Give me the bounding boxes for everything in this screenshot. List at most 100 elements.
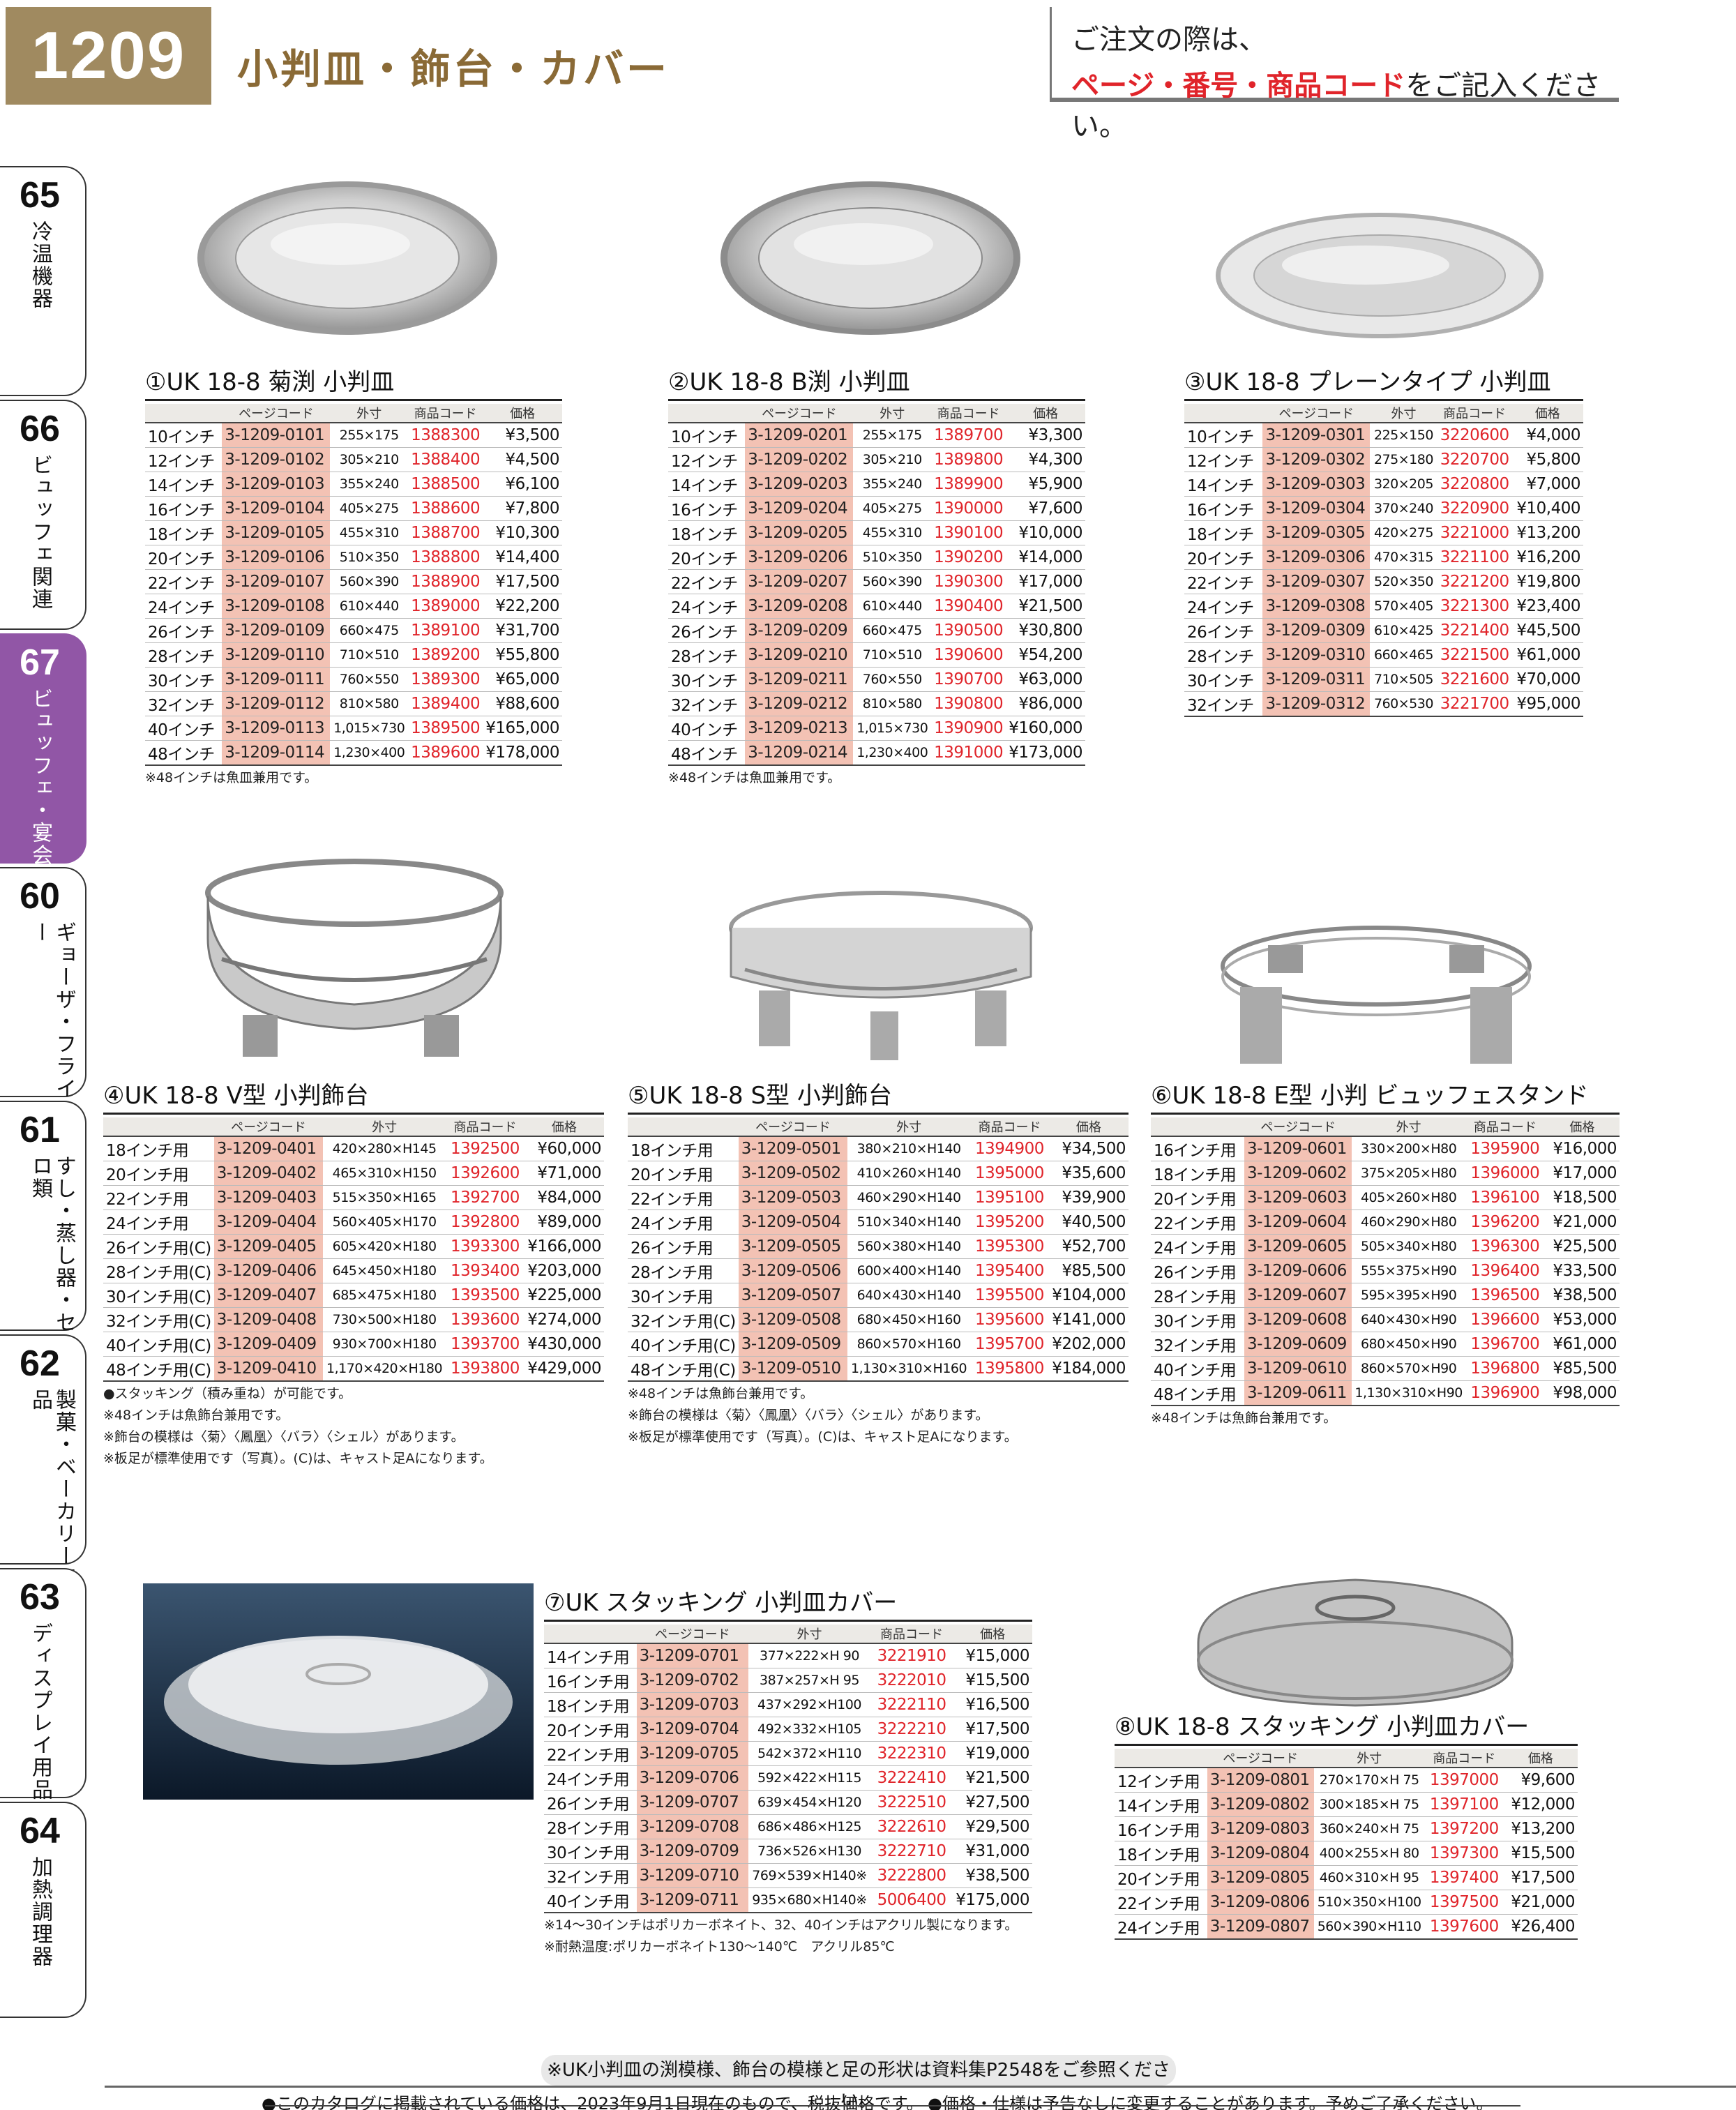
stand-image-5 [729, 891, 1033, 1060]
size-cell: 16インチ [145, 496, 222, 521]
page-code-cell: 3-1209-0701 [636, 1643, 749, 1668]
size-cell: 12インチ [668, 447, 746, 472]
sidebar-tab[interactable]: 63 ディスプレイ用品 [0, 1568, 86, 1801]
dims-cell: 320×205 [1370, 472, 1437, 497]
product-code-cell: 1392800 [446, 1210, 524, 1235]
price-cell: ¥203,000 [524, 1258, 604, 1283]
page-code-cell: 3-1209-0105 [222, 520, 331, 545]
table-row: 26インチ 3-1209-0309 610×425 3221400 ¥45,500 [1184, 618, 1583, 643]
size-cell: 28インチ用 [628, 1258, 739, 1283]
product-code-cell: 1393800 [446, 1356, 524, 1382]
price-table: ページコード 外寸 商品コード 価格 12インチ用 3-1209-0801 270×170×… [1115, 1749, 1578, 1940]
order-note-emphasis: ページ・番号・商品コード [1071, 70, 1406, 102]
product-code-cell: 1389400 [408, 691, 483, 716]
size-cell: 40インチ用(C) [628, 1332, 739, 1357]
product-code-cell: 5006400 [870, 1887, 953, 1913]
page-code-cell: 3-1209-0207 [745, 569, 854, 594]
price-cell: ¥98,000 [1544, 1380, 1620, 1406]
price-cell: ¥4,500 [483, 447, 562, 472]
page-number: 1209 [6, 7, 211, 105]
size-cell: 20インチ用 [1151, 1185, 1245, 1210]
sidebar-tab-label: ディスプレイ用品 [28, 1622, 52, 1801]
product-code-cell: 1397200 [1424, 1816, 1504, 1841]
product-footnote: ※飾台の模様は〈菊〉〈鳳凰〉〈バラ〉〈シェル〉があります。 [103, 1429, 465, 1445]
page-code-cell: 3-1209-0506 [738, 1258, 848, 1283]
dims-cell: 492×332×H105 [748, 1717, 870, 1742]
page-code-cell: 3-1209-0111 [222, 667, 331, 692]
page-code-cell: 3-1209-0805 [1207, 1865, 1314, 1890]
size-cell: 32インチ用 [544, 1863, 637, 1888]
page-code-cell: 3-1209-0305 [1262, 520, 1371, 545]
sidebar-tab-label: 製菓・ベーカリー用品 [28, 1389, 76, 1590]
dims-cell: 660×465 [1370, 642, 1437, 668]
price-cell: ¥184,000 [1048, 1356, 1129, 1382]
page-code-cell: 3-1209-0603 [1244, 1185, 1352, 1210]
dims-cell: 610×425 [1370, 618, 1437, 643]
page-code-cell: 3-1209-0504 [738, 1210, 848, 1235]
size-cell: 18インチ用 [628, 1136, 739, 1161]
product-code-cell: 1397600 [1424, 1914, 1504, 1940]
sidebar-tab-number: 61 [20, 1110, 60, 1150]
size-cell: 28インチ用 [1151, 1283, 1245, 1308]
size-cell: 32インチ用(C) [628, 1307, 739, 1332]
product-code-cell: 3221700 [1437, 691, 1512, 717]
col-header-price: 価格 [1544, 1117, 1620, 1137]
page-code-cell: 3-1209-0611 [1244, 1380, 1352, 1406]
size-cell: 48インチ用(C) [628, 1356, 739, 1382]
price-cell: ¥21,500 [1006, 594, 1085, 619]
page-code-cell: 3-1209-0409 [213, 1332, 324, 1357]
page-title: 小判皿・飾台・カバー [237, 45, 670, 93]
page-code-cell: 3-1209-0501 [738, 1136, 848, 1161]
sidebar-tab[interactable]: 65 冷温機器 [0, 166, 86, 396]
page-code-cell: 3-1209-0114 [222, 740, 331, 766]
table-row: 18インチ用 3-1209-0602 375×205×H80 1396000 ¥17,0… [1151, 1161, 1620, 1186]
page-code-cell: 3-1209-0609 [1244, 1332, 1352, 1357]
size-cell: 20インチ [145, 545, 222, 570]
dims-cell: 660×475 [330, 618, 409, 643]
table-row: 30インチ 3-1209-0211 760×550 1390700 ¥63,000 [668, 667, 1085, 692]
table-row: 18インチ用 3-1209-0703 437×292×H100 3222110 ¥16,… [544, 1692, 1032, 1717]
size-cell: 30インチ用 [628, 1283, 739, 1308]
price-cell: ¥5,800 [1511, 447, 1583, 472]
plate-image-3 [1216, 213, 1543, 338]
product-code-cell: 1393500 [446, 1283, 524, 1308]
product-code-cell: 1389100 [408, 618, 483, 643]
dims-cell: 710×505 [1370, 667, 1437, 692]
size-cell: 24インチ用 [1115, 1914, 1207, 1940]
page-code-cell: 3-1209-0503 [738, 1185, 848, 1210]
product-code-cell: 3222210 [870, 1717, 953, 1742]
table-row: 18インチ用 3-1209-0501 380×210×H140 1394900 ¥34,… [628, 1136, 1129, 1161]
dims-cell: 405×260×H80 [1352, 1185, 1465, 1210]
sidebar-tab[interactable]: 61 すし・蒸し器・セイロ類 [0, 1101, 86, 1356]
sidebar-tab[interactable]: 62 製菓・ベーカリー用品 [0, 1334, 86, 1590]
dims-cell: 405×275 [330, 496, 409, 521]
product-code-cell: 1393300 [446, 1234, 524, 1259]
sidebar-tab[interactable]: 60 ギョーザ・フライヤー [0, 867, 86, 1122]
table-row: 28インチ 3-1209-0110 710×510 1389200 ¥55,800 [145, 642, 562, 668]
product-code-cell: 1396800 [1465, 1356, 1545, 1381]
product-title: ⑧UK 18-8 スタッキング 小判皿カバー [1115, 1708, 1578, 1746]
price-cell: ¥10,300 [483, 520, 562, 545]
sidebar-tab[interactable]: 64 加熱調理器 [0, 1802, 86, 2018]
table-row: 20インチ用 3-1209-0502 410×260×H140 1395000 ¥35,… [628, 1161, 1129, 1186]
stand-image-6 [1221, 926, 1532, 1064]
dims-cell: 505×340×H80 [1352, 1234, 1465, 1259]
page-code-cell: 3-1209-0806 [1207, 1890, 1314, 1915]
product-code-cell: 1390600 [931, 642, 1006, 668]
sidebar-tab[interactable]: 66 ビュッフェ関連 [0, 400, 86, 630]
product-code-cell: 3220600 [1437, 423, 1512, 448]
table-row: 22インチ用 3-1209-0503 460×290×H140 1395100 ¥39,… [628, 1185, 1129, 1210]
dims-cell: 225×150 [1370, 423, 1437, 448]
product-code-cell: 1390800 [931, 691, 1006, 716]
page-code-cell: 3-1209-0505 [738, 1234, 848, 1259]
product-code-cell: 1389600 [408, 740, 483, 766]
table-row: 24インチ用 3-1209-0504 510×340×H140 1395200 ¥40,… [628, 1210, 1129, 1235]
price-cell: ¥21,000 [1544, 1210, 1620, 1235]
product-block-1: ①UK 18-8 菊渕 小判皿 ページコード 外寸 商品コード 価格 10インチ 3-120… [145, 363, 562, 788]
sidebar-tab[interactable]: 67 ビュッフェ・宴会 [0, 633, 86, 866]
size-cell: 30インチ用 [544, 1839, 637, 1864]
table-row: 28インチ用 3-1209-0607 595×395×H90 1396500 ¥38,5… [1151, 1283, 1620, 1308]
col-header-dims: 外寸 [1352, 1117, 1465, 1137]
table-row: 24インチ 3-1209-0108 610×440 1389000 ¥22,200 [145, 594, 562, 619]
page-code-cell: 3-1209-0610 [1244, 1356, 1352, 1381]
